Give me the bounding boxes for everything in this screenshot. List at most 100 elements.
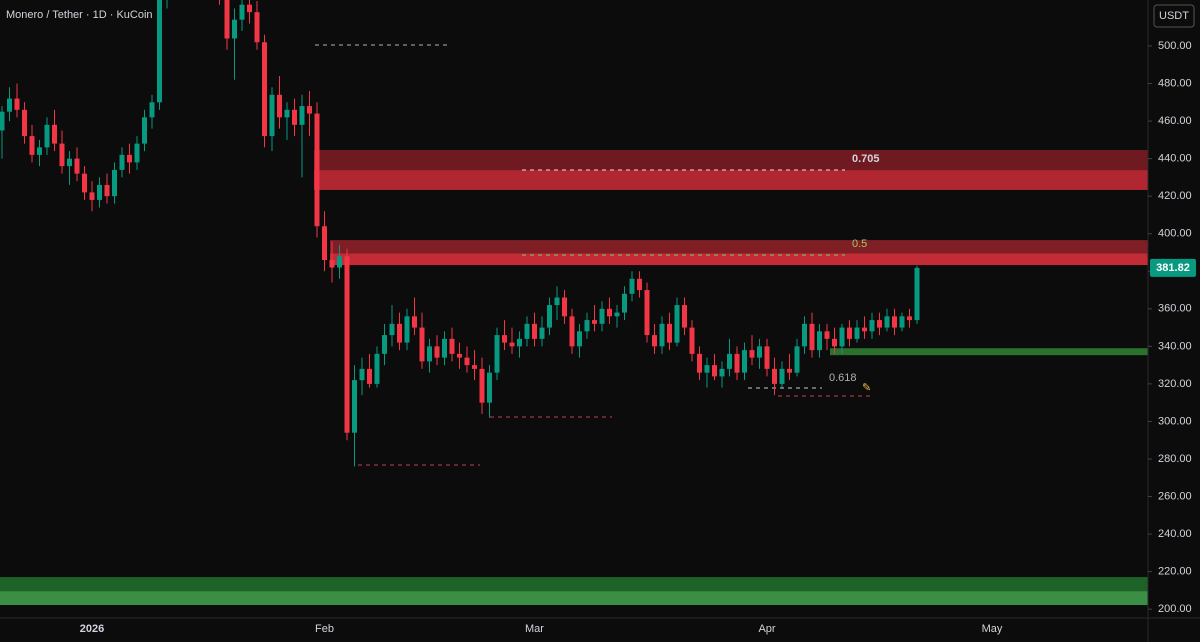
candle-body bbox=[464, 357, 470, 366]
candle-body bbox=[772, 368, 777, 384]
candle-body bbox=[307, 106, 312, 114]
candle-body bbox=[622, 293, 627, 313]
candle-body bbox=[442, 338, 447, 358]
candle-body bbox=[899, 316, 905, 328]
candle-body bbox=[397, 323, 402, 343]
y-tick-label: 400.00 bbox=[1158, 228, 1192, 240]
currency-button[interactable] bbox=[1153, 4, 1195, 28]
candle-body bbox=[262, 42, 267, 137]
candle-body bbox=[517, 338, 522, 347]
candle-body bbox=[389, 323, 395, 336]
candle-body bbox=[787, 368, 792, 373]
candle-body bbox=[824, 331, 830, 339]
candle-body bbox=[74, 158, 80, 174]
candle-body bbox=[412, 316, 417, 328]
candle-body bbox=[457, 353, 462, 358]
candle-body bbox=[884, 316, 890, 328]
candle-body bbox=[329, 260, 335, 268]
zone bbox=[330, 253, 1148, 266]
y-tick-label: 460.00 bbox=[1158, 115, 1192, 127]
candle-body bbox=[352, 380, 357, 433]
candle-body bbox=[614, 312, 620, 317]
candle-body bbox=[802, 323, 807, 347]
candle-body bbox=[142, 117, 147, 144]
candles bbox=[0, 0, 920, 467]
candle-body bbox=[239, 4, 245, 20]
candle-body bbox=[247, 4, 252, 13]
candle-body bbox=[472, 365, 477, 369]
y-tick-label: 440.00 bbox=[1158, 153, 1192, 165]
candle-body bbox=[779, 368, 785, 384]
currency[interactable]: USDT bbox=[1159, 10, 1189, 22]
last-price-box bbox=[1150, 258, 1196, 277]
candle-body bbox=[359, 368, 365, 381]
candle-body bbox=[637, 278, 642, 291]
candle-body bbox=[89, 192, 95, 200]
candle-body bbox=[719, 368, 725, 377]
zone bbox=[830, 348, 1148, 356]
price-axis bbox=[1148, 0, 1200, 642]
candle-body bbox=[157, 0, 162, 103]
candle-body bbox=[374, 353, 380, 384]
y-tick-label: 420.00 bbox=[1158, 190, 1192, 202]
candle-body bbox=[742, 350, 747, 373]
candle-body bbox=[667, 323, 672, 343]
candle-body bbox=[644, 290, 650, 336]
candle-body bbox=[712, 365, 717, 377]
candle-body bbox=[727, 353, 732, 369]
candle-body bbox=[577, 331, 582, 347]
y-tick-label: 300.00 bbox=[1158, 415, 1192, 427]
candle-body bbox=[0, 111, 5, 131]
candle-body bbox=[277, 94, 282, 118]
zone bbox=[330, 240, 1148, 254]
candle-body bbox=[869, 320, 875, 332]
candle-body bbox=[299, 106, 305, 125]
candle-body bbox=[599, 308, 605, 324]
axes: 200.00 220.00 240.00 260.00 280.00 300.00 320.… bbox=[80, 40, 1196, 635]
candle-body bbox=[224, 0, 230, 39]
candle-body bbox=[344, 256, 350, 433]
candle-body bbox=[794, 346, 800, 373]
candle-body bbox=[862, 327, 867, 332]
candle-body bbox=[97, 184, 102, 200]
zone bbox=[314, 170, 1148, 190]
candle-body bbox=[269, 94, 275, 137]
candle-body bbox=[254, 12, 260, 43]
y-tick-label: 240.00 bbox=[1158, 528, 1192, 540]
y-tick-label: 260.00 bbox=[1158, 490, 1192, 502]
candle-body bbox=[479, 368, 485, 403]
candle-body bbox=[134, 143, 140, 163]
candle-body bbox=[494, 335, 500, 373]
candle-body bbox=[607, 308, 612, 317]
candle-body bbox=[629, 278, 635, 294]
x-tick-label: 2026 bbox=[80, 623, 104, 635]
candle-body bbox=[119, 154, 125, 170]
y-tick-label: 200.00 bbox=[1158, 603, 1192, 615]
candle-body bbox=[502, 335, 507, 343]
candle-body bbox=[652, 335, 657, 347]
candle-body bbox=[14, 98, 20, 110]
candle-body bbox=[322, 226, 327, 261]
chart-title: Monero / Tether · 1D · KuCoin bbox=[6, 9, 153, 21]
y-tick-label: 480.00 bbox=[1158, 77, 1192, 89]
candle-body bbox=[854, 327, 860, 339]
candle-body bbox=[892, 316, 897, 328]
candle-body bbox=[104, 184, 110, 197]
candle-body bbox=[52, 124, 57, 144]
candle-body bbox=[682, 305, 687, 328]
candle-body bbox=[749, 350, 755, 358]
y-tick-label: 220.00 bbox=[1158, 566, 1192, 578]
zone bbox=[0, 577, 1148, 592]
candle-body bbox=[382, 335, 387, 354]
fib-label: 0.618 bbox=[829, 372, 857, 384]
zone bbox=[0, 591, 1148, 606]
candle-body bbox=[704, 365, 710, 373]
candle-body bbox=[734, 353, 740, 373]
candle-body bbox=[449, 338, 455, 354]
fib-label: 0.705 bbox=[852, 153, 880, 165]
candle-body bbox=[59, 143, 65, 167]
x-tick-label: May bbox=[982, 623, 1003, 635]
candle-body bbox=[817, 331, 822, 351]
candle-body bbox=[674, 305, 680, 343]
